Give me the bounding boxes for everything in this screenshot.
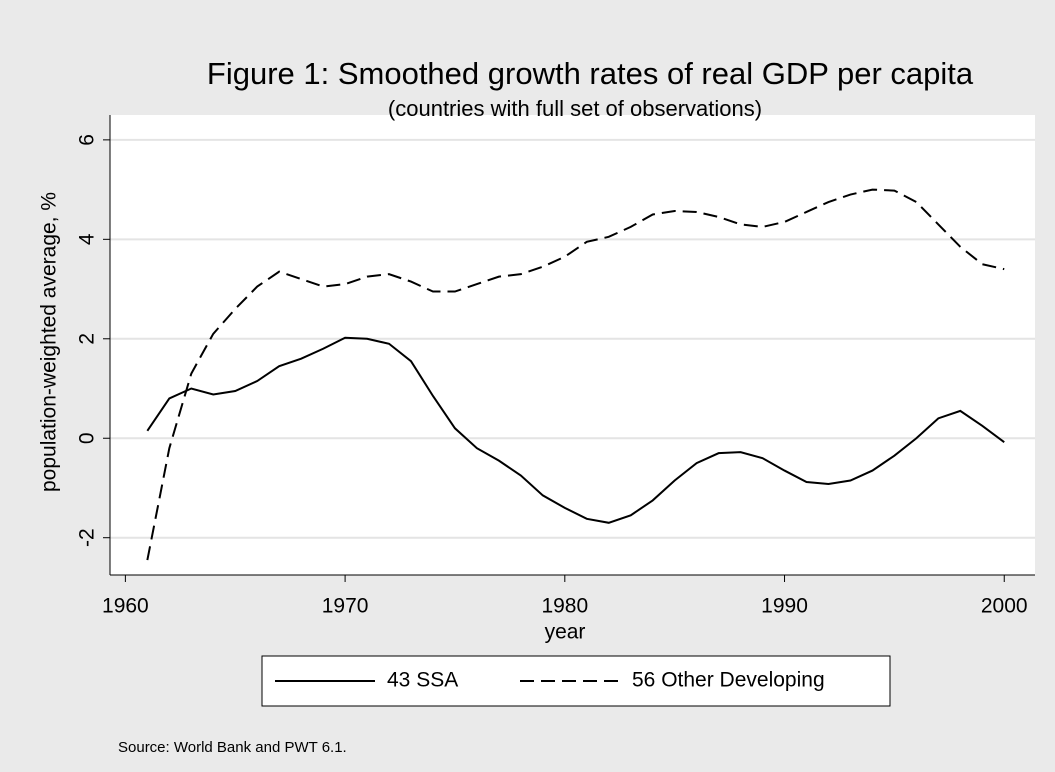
x-tick-label: 1980 <box>541 595 588 618</box>
y-tick-label: 2 <box>76 333 99 345</box>
plot-area <box>110 115 1035 575</box>
series-line <box>146 336 1005 524</box>
series-line <box>146 188 1005 561</box>
chart-subtitle: (countries with full set of observations… <box>388 96 762 121</box>
chart-title: Figure 1: Smoothed growth rates of real … <box>207 56 974 91</box>
y-tick-label: 6 <box>76 134 99 146</box>
legend-label: 43 SSA <box>387 669 458 692</box>
x-tick-label: 1990 <box>761 595 808 618</box>
legend-label: 56 Other Developing <box>632 669 825 692</box>
x-tick-label: 2000 <box>981 595 1028 618</box>
source-note: Source: World Bank and PWT 6.1. <box>118 739 347 756</box>
x-tick-label: 1970 <box>322 595 369 618</box>
y-tick-label: 4 <box>76 233 99 245</box>
y-tick-label: -2 <box>76 528 99 547</box>
y-axis-title: population-weighted average, % <box>38 192 61 492</box>
x-axis-title: year <box>545 621 586 644</box>
x-tick-label: 1960 <box>102 595 149 618</box>
y-tick-label: 0 <box>76 432 99 444</box>
